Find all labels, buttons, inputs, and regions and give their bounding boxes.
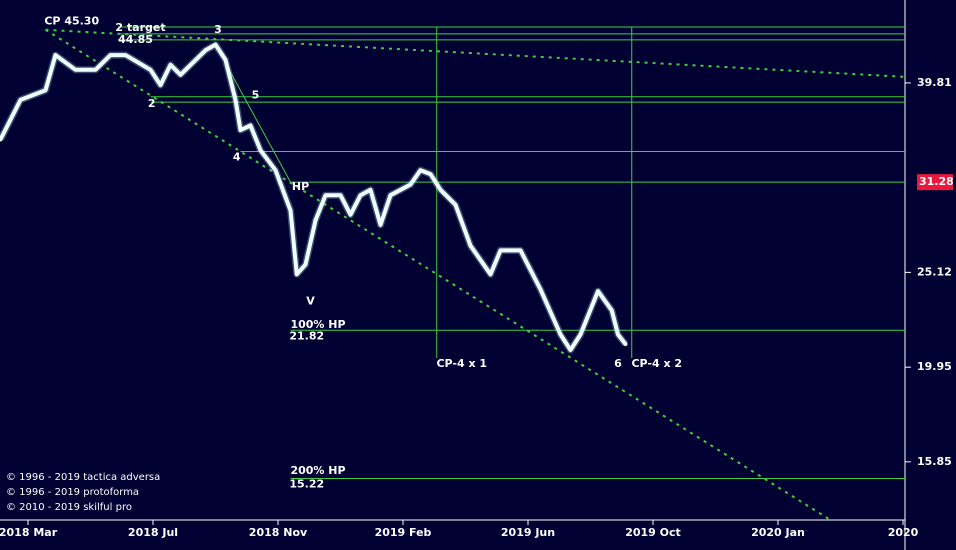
y-tick-label: 15.85 xyxy=(917,455,952,468)
last-price-label: 31.28 xyxy=(919,175,954,188)
annotation: 2 xyxy=(148,97,156,110)
x-tick-label: 2019 Feb xyxy=(375,526,432,539)
annotation: 5 xyxy=(252,89,260,102)
x-tick-label: 2020 Jan xyxy=(751,526,805,539)
y-tick-label: 19.95 xyxy=(917,360,952,373)
annotation: CP-4 x 2 xyxy=(631,357,682,370)
y-tick-label: 25.12 xyxy=(917,265,952,278)
y-tick-label: 39.81 xyxy=(917,76,952,89)
annotation: 6 xyxy=(614,357,622,370)
annotation: CP 45.30 xyxy=(44,15,99,28)
annotation: 2 target xyxy=(115,21,165,34)
x-tick-label: 2019 Jun xyxy=(501,526,555,539)
annotation: 3 xyxy=(214,23,222,36)
x-tick-label: 2020 xyxy=(888,526,919,539)
copyright: © 1996 - 2019 tactica adversa © 1996 - 2… xyxy=(6,472,160,513)
annotation: V xyxy=(306,295,315,308)
x-tick-label: 2019 Oct xyxy=(625,526,681,539)
x-tick-label: 2018 Mar xyxy=(0,526,58,539)
x-tick-label: 2018 Jul xyxy=(128,526,178,539)
annotation: 44.85 xyxy=(118,33,153,46)
copyright-line: © 1996 - 2019 tactica adversa xyxy=(6,472,160,483)
annotation: 15.22 xyxy=(289,478,324,491)
price-line xyxy=(0,42,628,352)
copyright-line: © 2010 - 2019 skilful pro xyxy=(6,502,132,513)
annotation: HP xyxy=(292,180,309,193)
annotation: 21.82 xyxy=(289,329,324,342)
trendline xyxy=(44,28,832,521)
annotation: 100% HP xyxy=(290,318,345,331)
annotation: 200% HP xyxy=(290,464,345,477)
annotation: CP-4 x 1 xyxy=(436,357,487,370)
last-price-box xyxy=(917,174,953,191)
x-tick-label: 2018 Nov xyxy=(249,526,308,539)
copyright-line: © 1996 - 2019 protoforma xyxy=(6,487,139,498)
annotation: 4 xyxy=(233,151,241,164)
